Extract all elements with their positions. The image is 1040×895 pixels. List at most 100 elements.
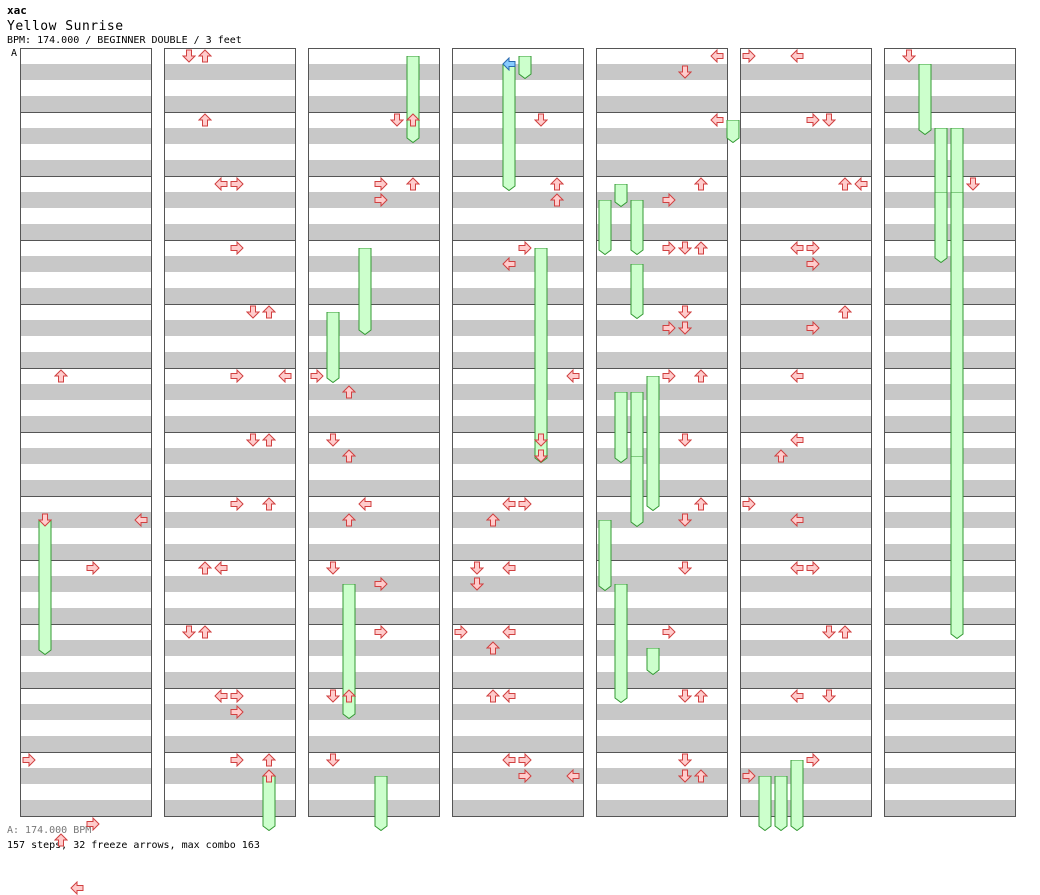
arrow-up-icon bbox=[262, 769, 276, 783]
beat-band bbox=[597, 96, 727, 112]
beat-band bbox=[165, 96, 295, 112]
beat-band bbox=[453, 704, 583, 720]
arrow-up-icon bbox=[342, 513, 356, 527]
freeze-arrow bbox=[38, 520, 52, 655]
measure bbox=[452, 368, 584, 433]
freeze-arrow bbox=[598, 520, 612, 591]
beat-band bbox=[741, 320, 871, 336]
beat-band bbox=[165, 320, 295, 336]
bpm-marker-label: A bbox=[11, 48, 18, 59]
beat-band bbox=[309, 544, 439, 560]
beat-band bbox=[597, 192, 727, 208]
arrow-left-icon bbox=[806, 241, 820, 255]
beat-band bbox=[597, 800, 727, 816]
beat-band bbox=[885, 224, 1015, 240]
beat-band bbox=[21, 128, 151, 144]
arrow-right-icon bbox=[790, 369, 804, 383]
beat-band bbox=[597, 576, 727, 592]
beat-band bbox=[885, 288, 1015, 304]
arrow-left-icon bbox=[230, 369, 244, 383]
beat-band bbox=[741, 352, 871, 368]
freeze-arrow bbox=[646, 648, 660, 675]
arrow-right-icon bbox=[214, 561, 228, 575]
measure bbox=[164, 688, 296, 753]
beat-band bbox=[741, 736, 871, 752]
beat-band bbox=[21, 384, 151, 400]
beat-band bbox=[165, 608, 295, 624]
arrow-right-icon bbox=[710, 49, 724, 63]
measure bbox=[884, 240, 1016, 305]
arrow-down-icon bbox=[822, 113, 836, 127]
arrow-up-icon bbox=[342, 449, 356, 463]
freeze-arrow bbox=[630, 200, 644, 255]
measure bbox=[884, 560, 1016, 625]
freeze-arrow bbox=[950, 192, 964, 639]
measure bbox=[452, 688, 584, 753]
beat-band bbox=[453, 256, 583, 272]
beat-band bbox=[597, 544, 727, 560]
bpm-legend: A: 174.000 BPM bbox=[7, 825, 92, 836]
arrow-left-icon bbox=[742, 497, 756, 511]
chart-column bbox=[20, 48, 152, 817]
beat-band bbox=[21, 288, 151, 304]
freeze-arrow bbox=[374, 776, 388, 831]
beat-band bbox=[741, 224, 871, 240]
beat-band bbox=[885, 384, 1015, 400]
beat-band bbox=[741, 768, 871, 784]
beat-band bbox=[21, 576, 151, 592]
arrow-left-icon bbox=[662, 193, 676, 207]
measure bbox=[884, 368, 1016, 433]
beat-band bbox=[885, 672, 1015, 688]
freeze-arrow bbox=[342, 584, 356, 719]
arrow-down-icon bbox=[390, 113, 404, 127]
beat-band bbox=[741, 672, 871, 688]
measure bbox=[20, 624, 152, 689]
measure bbox=[164, 368, 296, 433]
freeze-arrow bbox=[950, 128, 964, 199]
beat-band bbox=[885, 160, 1015, 176]
arrow-down-icon bbox=[326, 561, 340, 575]
freeze-arrow bbox=[630, 392, 644, 463]
measure bbox=[452, 560, 584, 625]
arrow-left-icon bbox=[230, 241, 244, 255]
beat-band bbox=[21, 192, 151, 208]
measure bbox=[20, 688, 152, 753]
arrow-up-icon bbox=[342, 385, 356, 399]
measure bbox=[884, 112, 1016, 177]
beat-band bbox=[165, 480, 295, 496]
arrow-down-icon bbox=[246, 305, 260, 319]
measure bbox=[740, 176, 872, 241]
arrow-up-icon bbox=[54, 369, 68, 383]
song-title: Yellow Sunrise bbox=[7, 19, 124, 34]
beat-band bbox=[309, 640, 439, 656]
measure bbox=[20, 112, 152, 177]
arrow-right-icon bbox=[790, 241, 804, 255]
measure bbox=[740, 624, 872, 689]
beat-band bbox=[21, 224, 151, 240]
arrow-down-icon bbox=[678, 561, 692, 575]
freeze-arrow bbox=[534, 248, 548, 463]
measure bbox=[740, 496, 872, 561]
beat-band bbox=[21, 96, 151, 112]
beat-band bbox=[309, 736, 439, 752]
measure bbox=[740, 240, 872, 305]
beat-band bbox=[597, 320, 727, 336]
measure bbox=[164, 304, 296, 369]
beat-band bbox=[165, 576, 295, 592]
measure bbox=[20, 240, 152, 305]
freeze-arrow bbox=[262, 776, 276, 831]
measure bbox=[164, 176, 296, 241]
beat-band bbox=[453, 544, 583, 560]
measure bbox=[308, 496, 440, 561]
beat-band bbox=[21, 480, 151, 496]
beat-band bbox=[309, 224, 439, 240]
beat-band bbox=[453, 352, 583, 368]
arrow-down-icon bbox=[326, 689, 340, 703]
beat-band bbox=[741, 448, 871, 464]
arrow-right-icon bbox=[70, 881, 84, 895]
arrow-down-icon bbox=[966, 177, 980, 191]
beat-band bbox=[885, 256, 1015, 272]
arrow-left-icon bbox=[230, 753, 244, 767]
beat-band bbox=[741, 160, 871, 176]
beat-band bbox=[453, 672, 583, 688]
